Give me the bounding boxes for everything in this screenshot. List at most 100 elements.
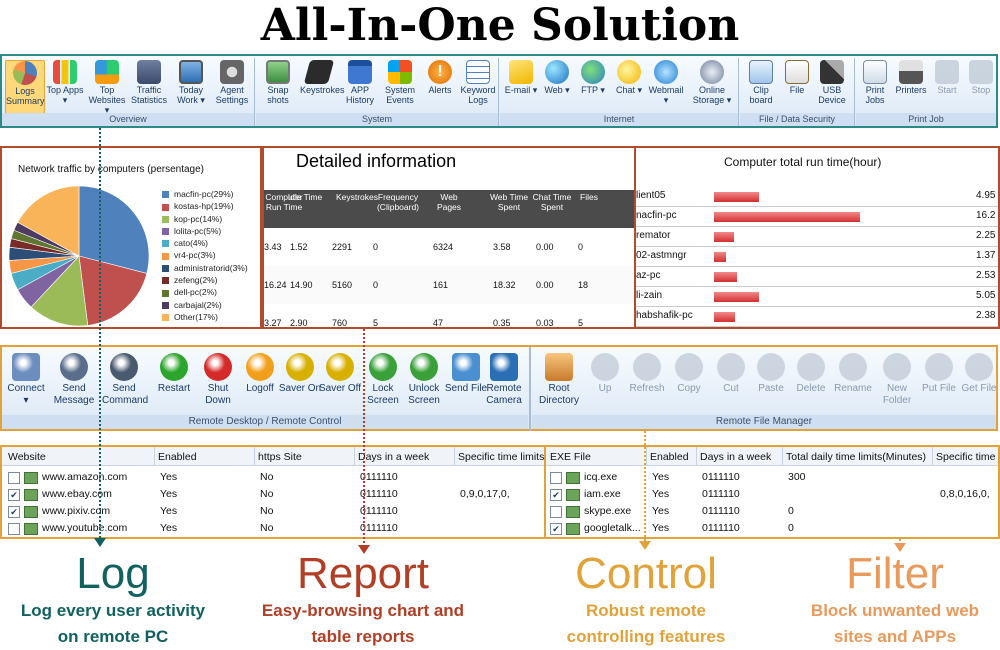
shutdown-icon xyxy=(204,353,232,381)
top-apps-button[interactable]: Top Apps ▾ xyxy=(46,60,84,105)
keyword-logs-button[interactable]: Keyword Logs xyxy=(459,60,497,105)
start-button[interactable]: Start xyxy=(928,60,966,95)
rename-icon xyxy=(839,353,867,381)
row-checkbox[interactable]: ✔ xyxy=(550,489,562,501)
detail-header-cell[interactable]: Frequency (Clipboard) xyxy=(376,192,420,212)
printers-button[interactable]: Printers xyxy=(892,60,930,95)
row-checkbox[interactable] xyxy=(8,472,20,484)
web-button[interactable]: Web ▾ xyxy=(538,60,576,95)
table-row[interactable] xyxy=(264,228,634,267)
exe-grid-column-header[interactable]: Enabled xyxy=(650,451,689,463)
legend-swatch xyxy=(162,191,169,199)
remote-file-paste-button[interactable]: Paste xyxy=(749,353,793,395)
website-grid-cell: Yes xyxy=(160,522,178,534)
legend-swatch xyxy=(162,289,169,297)
envelope-icon xyxy=(509,60,533,84)
remote-restart-button[interactable]: Restart xyxy=(152,353,196,395)
remote-remote-camera-button[interactable]: Remote Camera xyxy=(482,353,526,407)
exe-grid-column-header[interactable]: Total daily time limits(Minutes) xyxy=(786,451,927,463)
ftp-button[interactable]: FTP ▾ xyxy=(574,60,612,95)
detail-header-cell[interactable]: Files xyxy=(580,192,598,202)
detail-header-cell[interactable]: Keystrokes xyxy=(335,192,379,202)
online-storage-button[interactable]: Online Storage ▾ xyxy=(690,60,734,105)
remote-unlock-screen-button[interactable]: Unlock Screen xyxy=(402,353,446,407)
remote-saver-off-button[interactable]: Saver Off xyxy=(318,353,362,395)
remote-file-get-file-button[interactable]: Get File xyxy=(957,353,1000,395)
lock-screen-icon xyxy=(369,353,397,381)
remote-file-rename-button[interactable]: Rename xyxy=(831,353,875,395)
remote-lock-screen-button[interactable]: Lock Screen xyxy=(361,353,405,407)
row-checkbox[interactable] xyxy=(550,506,562,518)
detail-header-cell[interactable]: Chat Time Spent xyxy=(532,192,572,212)
website-grid-column-header[interactable]: Days in a week xyxy=(358,451,430,463)
exe-grid-column-header[interactable]: EXE File xyxy=(550,451,591,463)
top-websites-button[interactable]: Top Websites ▾ xyxy=(88,60,126,115)
print-jobs-button[interactable]: Print Jobs xyxy=(856,60,894,105)
remote-file-delete-button[interactable]: Delete xyxy=(789,353,833,395)
alerts-button[interactable]: ! Alerts xyxy=(421,60,459,95)
table-row[interactable] xyxy=(264,266,634,305)
app-history-button[interactable]: APP History xyxy=(341,60,379,105)
legend-swatch xyxy=(162,314,169,322)
remote-file-put-file-button[interactable]: Put File xyxy=(917,353,961,395)
detail-header-cell[interactable]: Idle Time xyxy=(287,192,323,202)
email-button[interactable]: E-mail ▾ xyxy=(502,60,540,95)
exe-grid-cell: 0111110 xyxy=(702,505,740,517)
website-grid-column-header[interactable]: https Site xyxy=(258,451,302,463)
stop-button[interactable]: Stop xyxy=(962,60,1000,95)
pie-slice xyxy=(78,186,150,274)
usb-device-button[interactable]: USB Device xyxy=(813,60,851,105)
detail-header-cell[interactable]: Web Time Spent xyxy=(489,192,529,212)
logs-summary-button[interactable]: Logs Summary xyxy=(5,60,45,114)
remote-file-refresh-button[interactable]: Refresh xyxy=(625,353,669,395)
detail-header-cell[interactable]: Web Pages xyxy=(436,192,462,212)
remote-logoff-button[interactable]: Logoff xyxy=(238,353,282,395)
alert-icon: ! xyxy=(428,60,452,84)
system-events-button[interactable]: System Events xyxy=(381,60,419,105)
remote-saver-on-button[interactable]: Saver On xyxy=(278,353,322,395)
row-checkbox[interactable]: ✔ xyxy=(8,506,20,518)
keystrokes-button[interactable]: Keystrokes xyxy=(300,60,345,95)
legend-item: vr4-pc(3%) xyxy=(162,249,248,261)
ribbon-group-internet: E-mail ▾ Web ▾ FTP ▾ Chat ▾ Webmail ▾ On… xyxy=(500,58,739,126)
webmail-button[interactable]: Webmail ▾ xyxy=(647,60,685,105)
table-row[interactable] xyxy=(264,304,634,327)
legend-label: Other(17%) xyxy=(174,311,218,322)
column-separator xyxy=(354,447,355,465)
remote-connect-button[interactable]: Connect ▾ xyxy=(4,353,48,407)
remote-shut-down-button[interactable]: Shut Down xyxy=(196,353,240,407)
row-checkbox[interactable]: ✔ xyxy=(8,489,20,501)
button-label: Paste xyxy=(758,383,784,394)
today-work-button[interactable]: Today Work ▾ xyxy=(172,60,210,105)
traffic-statistics-button[interactable]: Traffic Statistics xyxy=(130,60,168,105)
row-checkbox[interactable] xyxy=(550,472,562,484)
remote-file-new-folder-button[interactable]: New Folder xyxy=(875,353,919,407)
remote-send-message-button[interactable]: Send Message xyxy=(52,353,96,407)
website-grid-column-header[interactable]: Specific time limits xyxy=(458,451,545,463)
exe-grid-cell: skype.exe xyxy=(584,505,632,517)
monitor-icon xyxy=(969,60,993,84)
remote-file-up-button[interactable]: Up xyxy=(583,353,627,395)
detail-header-cell[interactable]: Computer Run Time xyxy=(265,192,303,212)
remote-file-cut-button[interactable]: Cut xyxy=(709,353,753,395)
exe-grid-column-header[interactable]: Days in a week xyxy=(700,451,772,463)
legend-label: macfin-pc(29%) xyxy=(174,189,234,199)
website-grid-column-header[interactable]: Website xyxy=(8,451,46,463)
remote-file-copy-button[interactable]: Copy xyxy=(667,353,711,395)
row-checkbox[interactable]: ✔ xyxy=(550,523,562,535)
legend-swatch xyxy=(162,252,169,260)
clipboard-button[interactable]: Clip board xyxy=(742,60,780,105)
file-button[interactable]: File xyxy=(778,60,816,95)
agent-settings-button[interactable]: Agent Settings xyxy=(213,60,251,105)
row-checkbox[interactable] xyxy=(8,523,20,535)
remote-send-command-button[interactable]: Send Command xyxy=(102,353,148,407)
monitor-icon xyxy=(12,353,40,381)
website-grid-column-header[interactable]: Enabled xyxy=(158,451,197,463)
column-separator xyxy=(154,447,155,465)
snapshots-button[interactable]: Snap shots xyxy=(259,60,297,105)
remote-send-file-button[interactable]: Send File xyxy=(444,353,488,395)
exe-grid-column-header[interactable]: Specific time xyxy=(936,451,996,463)
chat-button[interactable]: Chat ▾ xyxy=(610,60,648,95)
feature-filter-word: Filter xyxy=(846,549,944,598)
remote-file-root-directory-button[interactable]: Root Directory xyxy=(537,353,581,407)
